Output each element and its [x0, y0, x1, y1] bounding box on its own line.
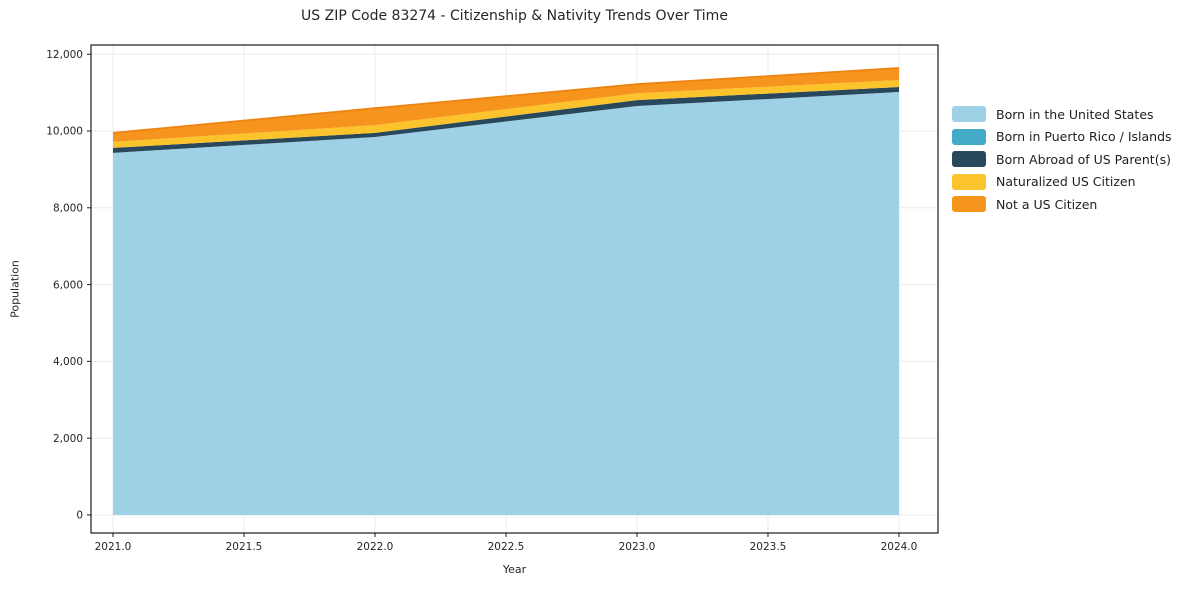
x-tick-label: 2022.5 [488, 541, 525, 553]
y-tick-label: 6,000 [53, 279, 83, 291]
area-series-2 [113, 87, 899, 153]
y-tick-label: 12,000 [46, 49, 83, 61]
legend-label: Born in the United States [996, 106, 1154, 122]
area-series-0 [113, 92, 899, 515]
y-axis-title: Population [8, 260, 22, 318]
legend: Born in the United States Born in Puerto … [952, 106, 1172, 219]
x-tick-label: 2021.0 [95, 541, 132, 553]
legend-label: Born in Puerto Rico / Islands [996, 129, 1172, 144]
x-axis-title: Year [502, 563, 527, 576]
legend-item: Born in the United States [952, 106, 1172, 122]
y-tick-label: 0 [76, 510, 83, 522]
legend-swatch [952, 151, 986, 167]
x-tick-label: 2021.5 [226, 541, 263, 553]
x-tick-label: 2023.5 [750, 541, 787, 553]
area-series-3 [113, 80, 899, 148]
y-tick-label: 8,000 [53, 202, 83, 214]
plot-frame [90, 44, 939, 534]
area-series-4 [113, 68, 899, 142]
x-tick-label: 2024.0 [881, 541, 918, 553]
x-tick-label: 2023.0 [619, 541, 656, 553]
x-tick-label: 2022.0 [357, 541, 394, 553]
legend-item: Naturalized US Citizen [952, 173, 1172, 190]
legend-swatch [952, 173, 986, 190]
legend-item: Born in Puerto Rico / Islands [952, 128, 1172, 145]
legend-swatch [952, 128, 986, 145]
chart-title: US ZIP Code 83274 - Citizenship & Nativi… [301, 8, 728, 24]
legend-item: Not a US Citizen [952, 196, 1172, 212]
legend-item: Born Abroad of US Parent(s) [952, 151, 1172, 167]
y-tick-label: 4,000 [53, 356, 83, 368]
y-tick-label: 2,000 [53, 433, 83, 445]
legend-label: Naturalized US Citizen [996, 174, 1136, 189]
y-tick-label: 10,000 [46, 126, 83, 138]
legend-label: Born Abroad of US Parent(s) [996, 151, 1171, 167]
legend-swatch [952, 196, 986, 212]
area-top-edge-4 [112, 67, 900, 134]
legend-label: Not a US Citizen [996, 196, 1098, 212]
legend-swatch [952, 106, 986, 122]
